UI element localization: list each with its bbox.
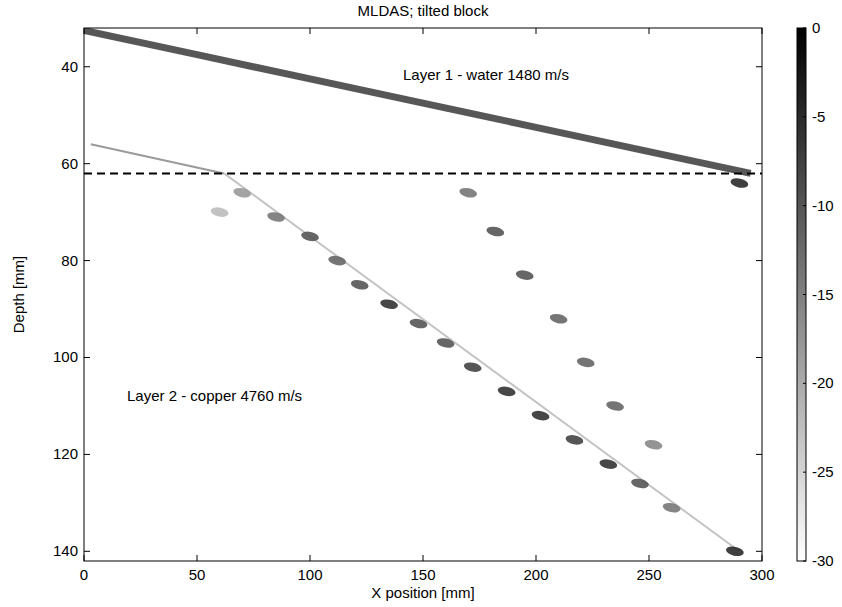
- y-tick: [84, 163, 90, 164]
- colorbar-tick-label: -30: [812, 552, 834, 569]
- reflector: [644, 438, 663, 451]
- colorbar-tick-label: -15: [812, 286, 834, 303]
- colorbar: [797, 28, 806, 561]
- interface-line: [84, 172, 762, 174]
- x-tick: [423, 28, 424, 34]
- y-tick: [84, 66, 90, 67]
- x-tick: [197, 555, 198, 561]
- annotation: Layer 2 - copper 4760 m/s: [127, 387, 302, 404]
- y-tick: [756, 66, 762, 67]
- reflector: [210, 206, 229, 219]
- y-tick-label: 140: [53, 542, 78, 559]
- y-tick: [756, 551, 762, 552]
- y-axis-title: Depth [mm]: [10, 256, 27, 334]
- reflector: [565, 434, 584, 447]
- reflector: [605, 400, 624, 413]
- y-tick: [756, 163, 762, 164]
- y-tick: [84, 357, 90, 358]
- x-tick-label: 50: [189, 566, 206, 583]
- y-tick-label: 100: [53, 348, 78, 365]
- x-tick-label: 0: [80, 566, 88, 583]
- reflector: [458, 186, 477, 199]
- reflector: [300, 230, 319, 243]
- y-tick: [756, 357, 762, 358]
- x-tick: [536, 28, 537, 34]
- x-tick: [84, 555, 85, 561]
- reflector: [630, 477, 649, 490]
- reflector: [486, 225, 505, 238]
- reflector: [662, 501, 681, 514]
- colorbar-tick: [803, 561, 806, 562]
- reflector: [497, 385, 516, 398]
- y-tick: [756, 260, 762, 261]
- x-tick: [310, 28, 311, 34]
- reflector: [599, 458, 618, 471]
- chart: 0 50 100 150 200 250 300 40 60 80 100 120 140 MLDAS; …: [0, 0, 842, 607]
- reflector: [327, 254, 346, 267]
- x-tick: [197, 28, 198, 34]
- y-tick-label: 40: [61, 58, 78, 75]
- reflector: [350, 279, 369, 292]
- plot-marks: [84, 30, 762, 557]
- title: MLDAS; tilted block: [358, 2, 489, 19]
- colorbar-tick: [803, 116, 806, 117]
- colorbar-tick: [803, 205, 806, 206]
- reflector: [436, 337, 455, 350]
- x-tick: [762, 555, 763, 561]
- echo-line: [91, 144, 224, 173]
- y-tick-label: 80: [61, 252, 78, 269]
- x-tick: [84, 28, 85, 34]
- y-tick: [84, 260, 90, 261]
- reflector: [515, 269, 534, 282]
- x-axis-title: X position [mm]: [371, 584, 474, 601]
- colorbar-tick-label: -5: [812, 108, 825, 125]
- colorbar-tick: [803, 383, 806, 384]
- x-tick-label: 150: [410, 566, 435, 583]
- colorbar-tick-label: 0: [812, 19, 820, 36]
- x-tick: [649, 28, 650, 34]
- annotation-bg: [401, 65, 571, 84]
- colorbar-tick-label: -10: [812, 197, 834, 214]
- y-tick: [84, 454, 90, 455]
- y-tick: [84, 551, 90, 552]
- x-tick: [762, 28, 763, 34]
- y-tick-label: 120: [53, 445, 78, 462]
- x-tick: [536, 555, 537, 561]
- colorbar-tick-label: -25: [812, 463, 834, 480]
- colorbar-tick: [803, 28, 806, 29]
- annotation-bg: [125, 386, 304, 405]
- x-tick: [649, 555, 650, 561]
- reflector: [531, 409, 550, 422]
- x-tick-label: 100: [297, 566, 322, 583]
- x-tick-label: 250: [636, 566, 661, 583]
- colorbar-tick: [803, 472, 806, 473]
- reflector: [576, 356, 595, 369]
- annotation: Layer 1 - water 1480 m/s: [403, 66, 569, 83]
- plot-frame: [84, 28, 762, 561]
- reflector: [725, 545, 744, 558]
- x-tick: [310, 555, 311, 561]
- reflector: [266, 211, 285, 224]
- reflector: [549, 312, 568, 325]
- reflector: [730, 177, 749, 190]
- echo-line: [224, 173, 739, 551]
- y-tick-label: 60: [61, 155, 78, 172]
- x-tick-label: 300: [749, 566, 774, 583]
- x-tick: [423, 555, 424, 561]
- reflector: [463, 361, 482, 374]
- echo-line: [84, 30, 751, 173]
- reflector: [379, 298, 398, 311]
- y-tick: [756, 454, 762, 455]
- colorbar-tick-label: -20: [812, 374, 834, 391]
- colorbar-tick: [803, 294, 806, 295]
- reflector: [409, 317, 428, 330]
- x-tick-label: 200: [523, 566, 548, 583]
- reflector: [232, 186, 251, 199]
